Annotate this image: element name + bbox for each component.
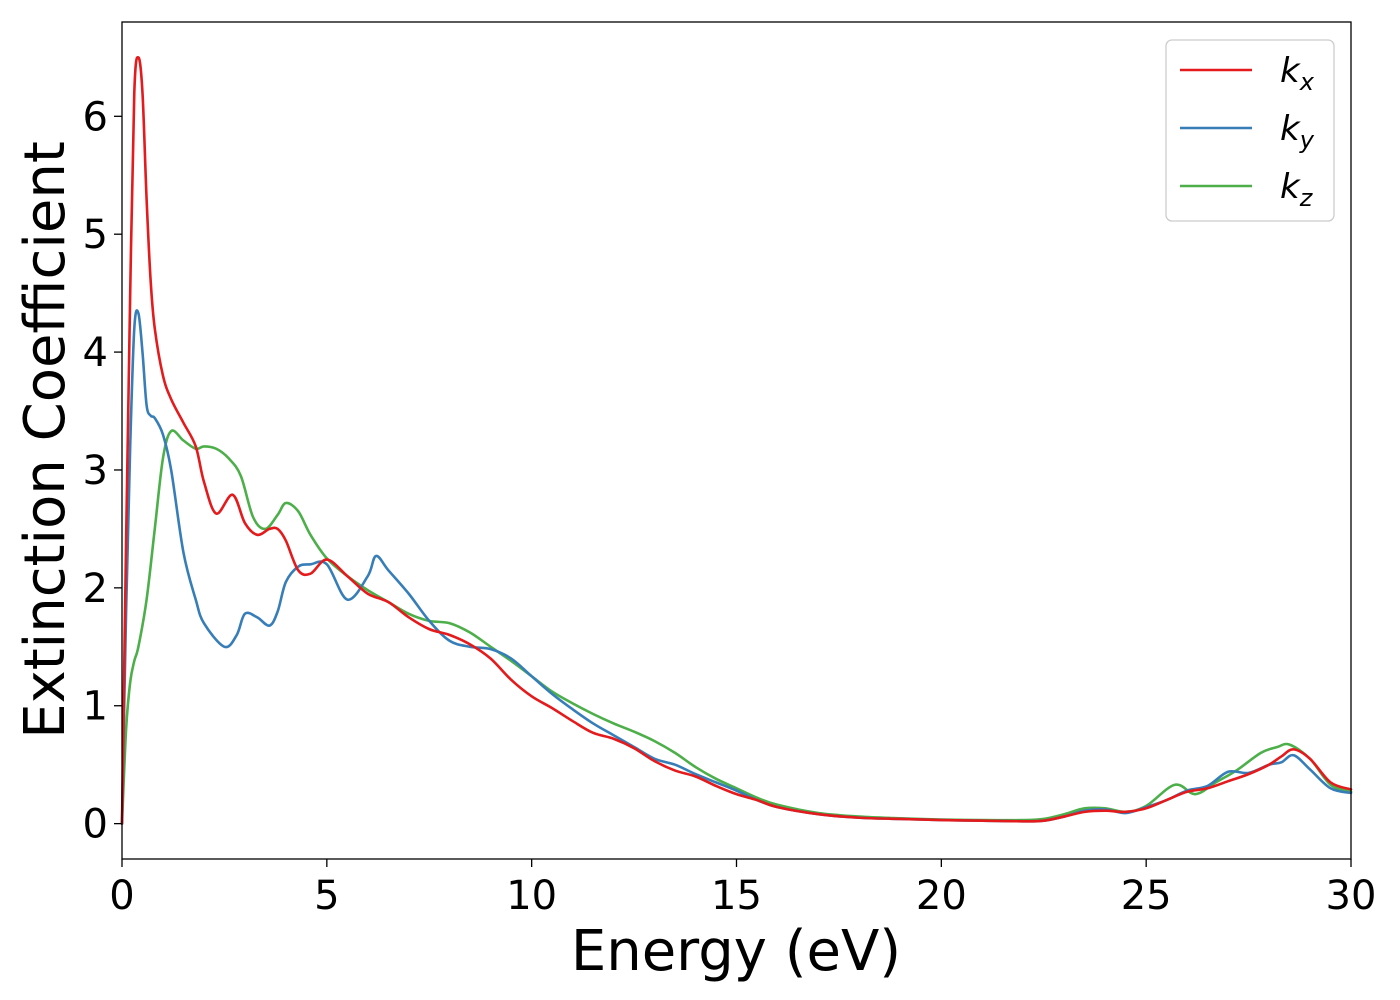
y-tick-label: 4 (83, 330, 108, 376)
legend: kx ky kz (1165, 39, 1335, 222)
legend-label-kx: kx (1280, 51, 1315, 96)
x-tick-label: 0 (109, 873, 134, 919)
legend-label-ky: ky (1280, 109, 1315, 154)
x-tick-label: 25 (1121, 873, 1172, 919)
y-tick-label: 6 (83, 94, 108, 140)
legend-box (1165, 39, 1335, 222)
y-tick-label: 1 (83, 684, 108, 730)
x-tick-label: 5 (314, 873, 339, 919)
y-axis-label: Extinction Coefficient (13, 141, 78, 739)
x-tick-label: 15 (711, 873, 762, 919)
legend-label-kz: kz (1280, 167, 1314, 212)
y-tick-label: 3 (83, 448, 108, 494)
y-tick-label: 0 (83, 802, 108, 848)
x-tick-label: 10 (506, 873, 557, 919)
x-tick-label: 30 (1326, 873, 1377, 919)
y-tick-label: 2 (83, 566, 108, 612)
x-axis-ticks: 0 5 10 15 20 25 30 (109, 859, 1376, 919)
x-tick-label: 20 (916, 873, 967, 919)
plot-area (122, 22, 1351, 859)
y-axis-ticks: 0 1 2 3 4 5 6 (83, 94, 122, 848)
series-layer (120, 55, 1353, 825)
y-tick-label: 5 (83, 212, 108, 258)
x-axis-label: Energy (eV) (571, 919, 901, 984)
series-line-kx (120, 55, 1353, 825)
